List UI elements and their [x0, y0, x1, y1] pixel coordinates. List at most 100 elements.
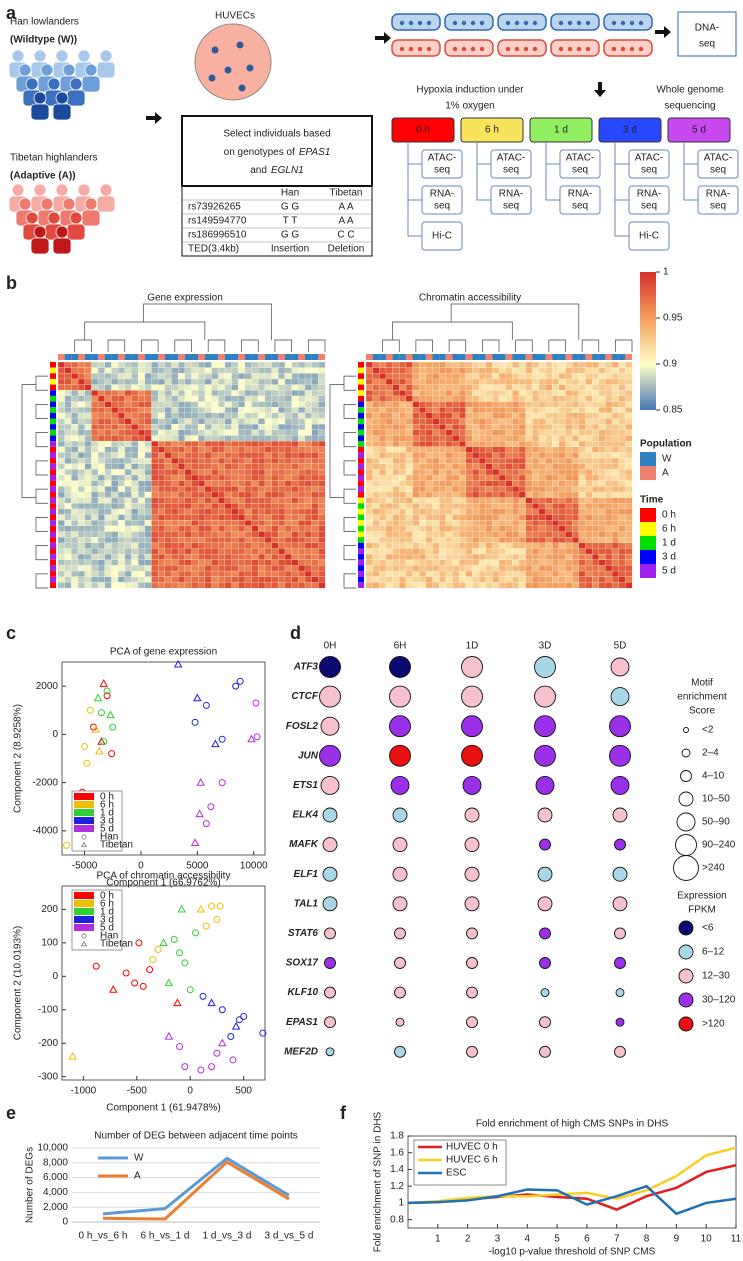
- heatmap-cell: [71, 491, 79, 498]
- heatmap-cell: [598, 367, 606, 374]
- panel-label: c: [6, 623, 16, 643]
- heatmap-cell: [525, 412, 533, 419]
- heatmap-cell: [432, 457, 440, 465]
- heatmap-cell: [385, 582, 393, 589]
- heatmap-cell: [532, 508, 540, 515]
- heatmap-cell: [244, 384, 252, 391]
- time-strip: [358, 378, 364, 385]
- heatmap-cell: [284, 582, 292, 589]
- cell-dot: [236, 41, 244, 49]
- heatmap-cell: [238, 418, 246, 425]
- heatmap-cell: [151, 514, 159, 521]
- heatmap-cell: [198, 486, 206, 493]
- heatmap-cell: [64, 418, 72, 425]
- heatmap-cell: [131, 429, 139, 436]
- heatmap-cell: [144, 514, 152, 521]
- heatmap-cell: [591, 378, 600, 385]
- heatmap-cell: [231, 480, 239, 487]
- heatmap-cell: [278, 418, 286, 425]
- heatmap-cell: [572, 446, 580, 453]
- heatmap-cell: [171, 401, 179, 408]
- dot: [322, 807, 338, 823]
- heatmap-cell: [64, 435, 72, 442]
- heatmap-cell: [365, 525, 373, 532]
- heatmap-cell: [104, 559, 112, 566]
- row-label: STAT6: [288, 928, 319, 939]
- heatmap-cell: [518, 474, 526, 481]
- culture-dish: [444, 13, 494, 31]
- heatmap-cell: [572, 542, 580, 549]
- heatmap-cell: [572, 582, 580, 589]
- heatmap-cell: [558, 424, 566, 431]
- heatmap-cell: [625, 440, 633, 448]
- heatmap-cell: [318, 514, 326, 521]
- heatmap-cell: [311, 446, 319, 453]
- heatmap-cell: [465, 514, 473, 521]
- heatmap-cell: [158, 429, 166, 436]
- x-tick-label: 2: [465, 1234, 471, 1245]
- label: ATAC-: [704, 153, 733, 164]
- heatmap-cell: [97, 491, 106, 498]
- heatmap-cell: [77, 440, 86, 448]
- line: [407, 1146, 737, 1205]
- heatmap-cell: [198, 582, 206, 589]
- heatmap-cell: [578, 474, 586, 481]
- heatmap-cell: [84, 452, 92, 459]
- heatmap-cell: [372, 548, 380, 555]
- heatmap-cell: [184, 452, 192, 459]
- heatmap-cell: [218, 480, 226, 487]
- heatmap-cell: [472, 401, 480, 408]
- heatmap-cell: [304, 537, 312, 544]
- heatmap-cell: [425, 497, 433, 504]
- heatmap-cell: [291, 463, 299, 470]
- heatmap-cell: [572, 520, 580, 527]
- heatmap-cell: [111, 373, 119, 380]
- heatmap-cell: [385, 463, 393, 470]
- dot: [325, 1047, 335, 1057]
- heatmap-cell: [472, 531, 480, 538]
- heatmap-cell: [545, 537, 553, 544]
- heatmap-cell: [565, 429, 573, 436]
- heatmap-cell: [565, 395, 573, 402]
- person-icon: [77, 183, 91, 197]
- heatmap-cell: [171, 474, 179, 481]
- heatmap-cell: [64, 469, 72, 476]
- heatmap-cell: [405, 469, 413, 476]
- heatmap-cell: [538, 531, 546, 538]
- heatmap-cell: [278, 469, 286, 476]
- heatmap-cell: [412, 582, 420, 589]
- heatmap-cell: [117, 463, 126, 470]
- heatmap-cell: [498, 395, 506, 402]
- heatmap-cell: [625, 565, 633, 572]
- heatmap-cell: [598, 565, 606, 572]
- heatmap-cell: [164, 542, 172, 549]
- heatmap-cell: [498, 384, 506, 391]
- heatmap-cell: [231, 469, 239, 476]
- heatmap-cell: [498, 542, 506, 549]
- heatmap-cell: [137, 520, 146, 527]
- heatmap-cell: [585, 520, 593, 527]
- time-strip: [50, 390, 56, 396]
- heatmap-cell: [538, 480, 546, 487]
- heatmap-cell: [64, 570, 72, 578]
- heatmap-cell: [224, 440, 232, 448]
- dot: [389, 656, 411, 678]
- heatmap-cell: [77, 542, 86, 549]
- heatmap-cell: [412, 452, 420, 459]
- heatmap-cell: [618, 367, 626, 374]
- heatmap-cell: [458, 384, 467, 391]
- heatmap-cell: [104, 440, 112, 448]
- heatmap-cell: [278, 570, 286, 578]
- heatmap-cell: [439, 553, 447, 561]
- heatmap-cell: [478, 559, 487, 566]
- heatmap-cell: [478, 542, 487, 549]
- heatmap-cell: [558, 486, 566, 493]
- heatmap-cell: [258, 457, 266, 465]
- heatmap-cell: [191, 457, 199, 465]
- time-strip: [50, 582, 56, 588]
- heatmap-cell: [151, 508, 159, 515]
- heatmap-cell: [57, 486, 65, 493]
- heatmap-cell: [538, 429, 546, 436]
- heatmap-cell: [198, 537, 206, 544]
- heatmap-cell: [611, 542, 620, 549]
